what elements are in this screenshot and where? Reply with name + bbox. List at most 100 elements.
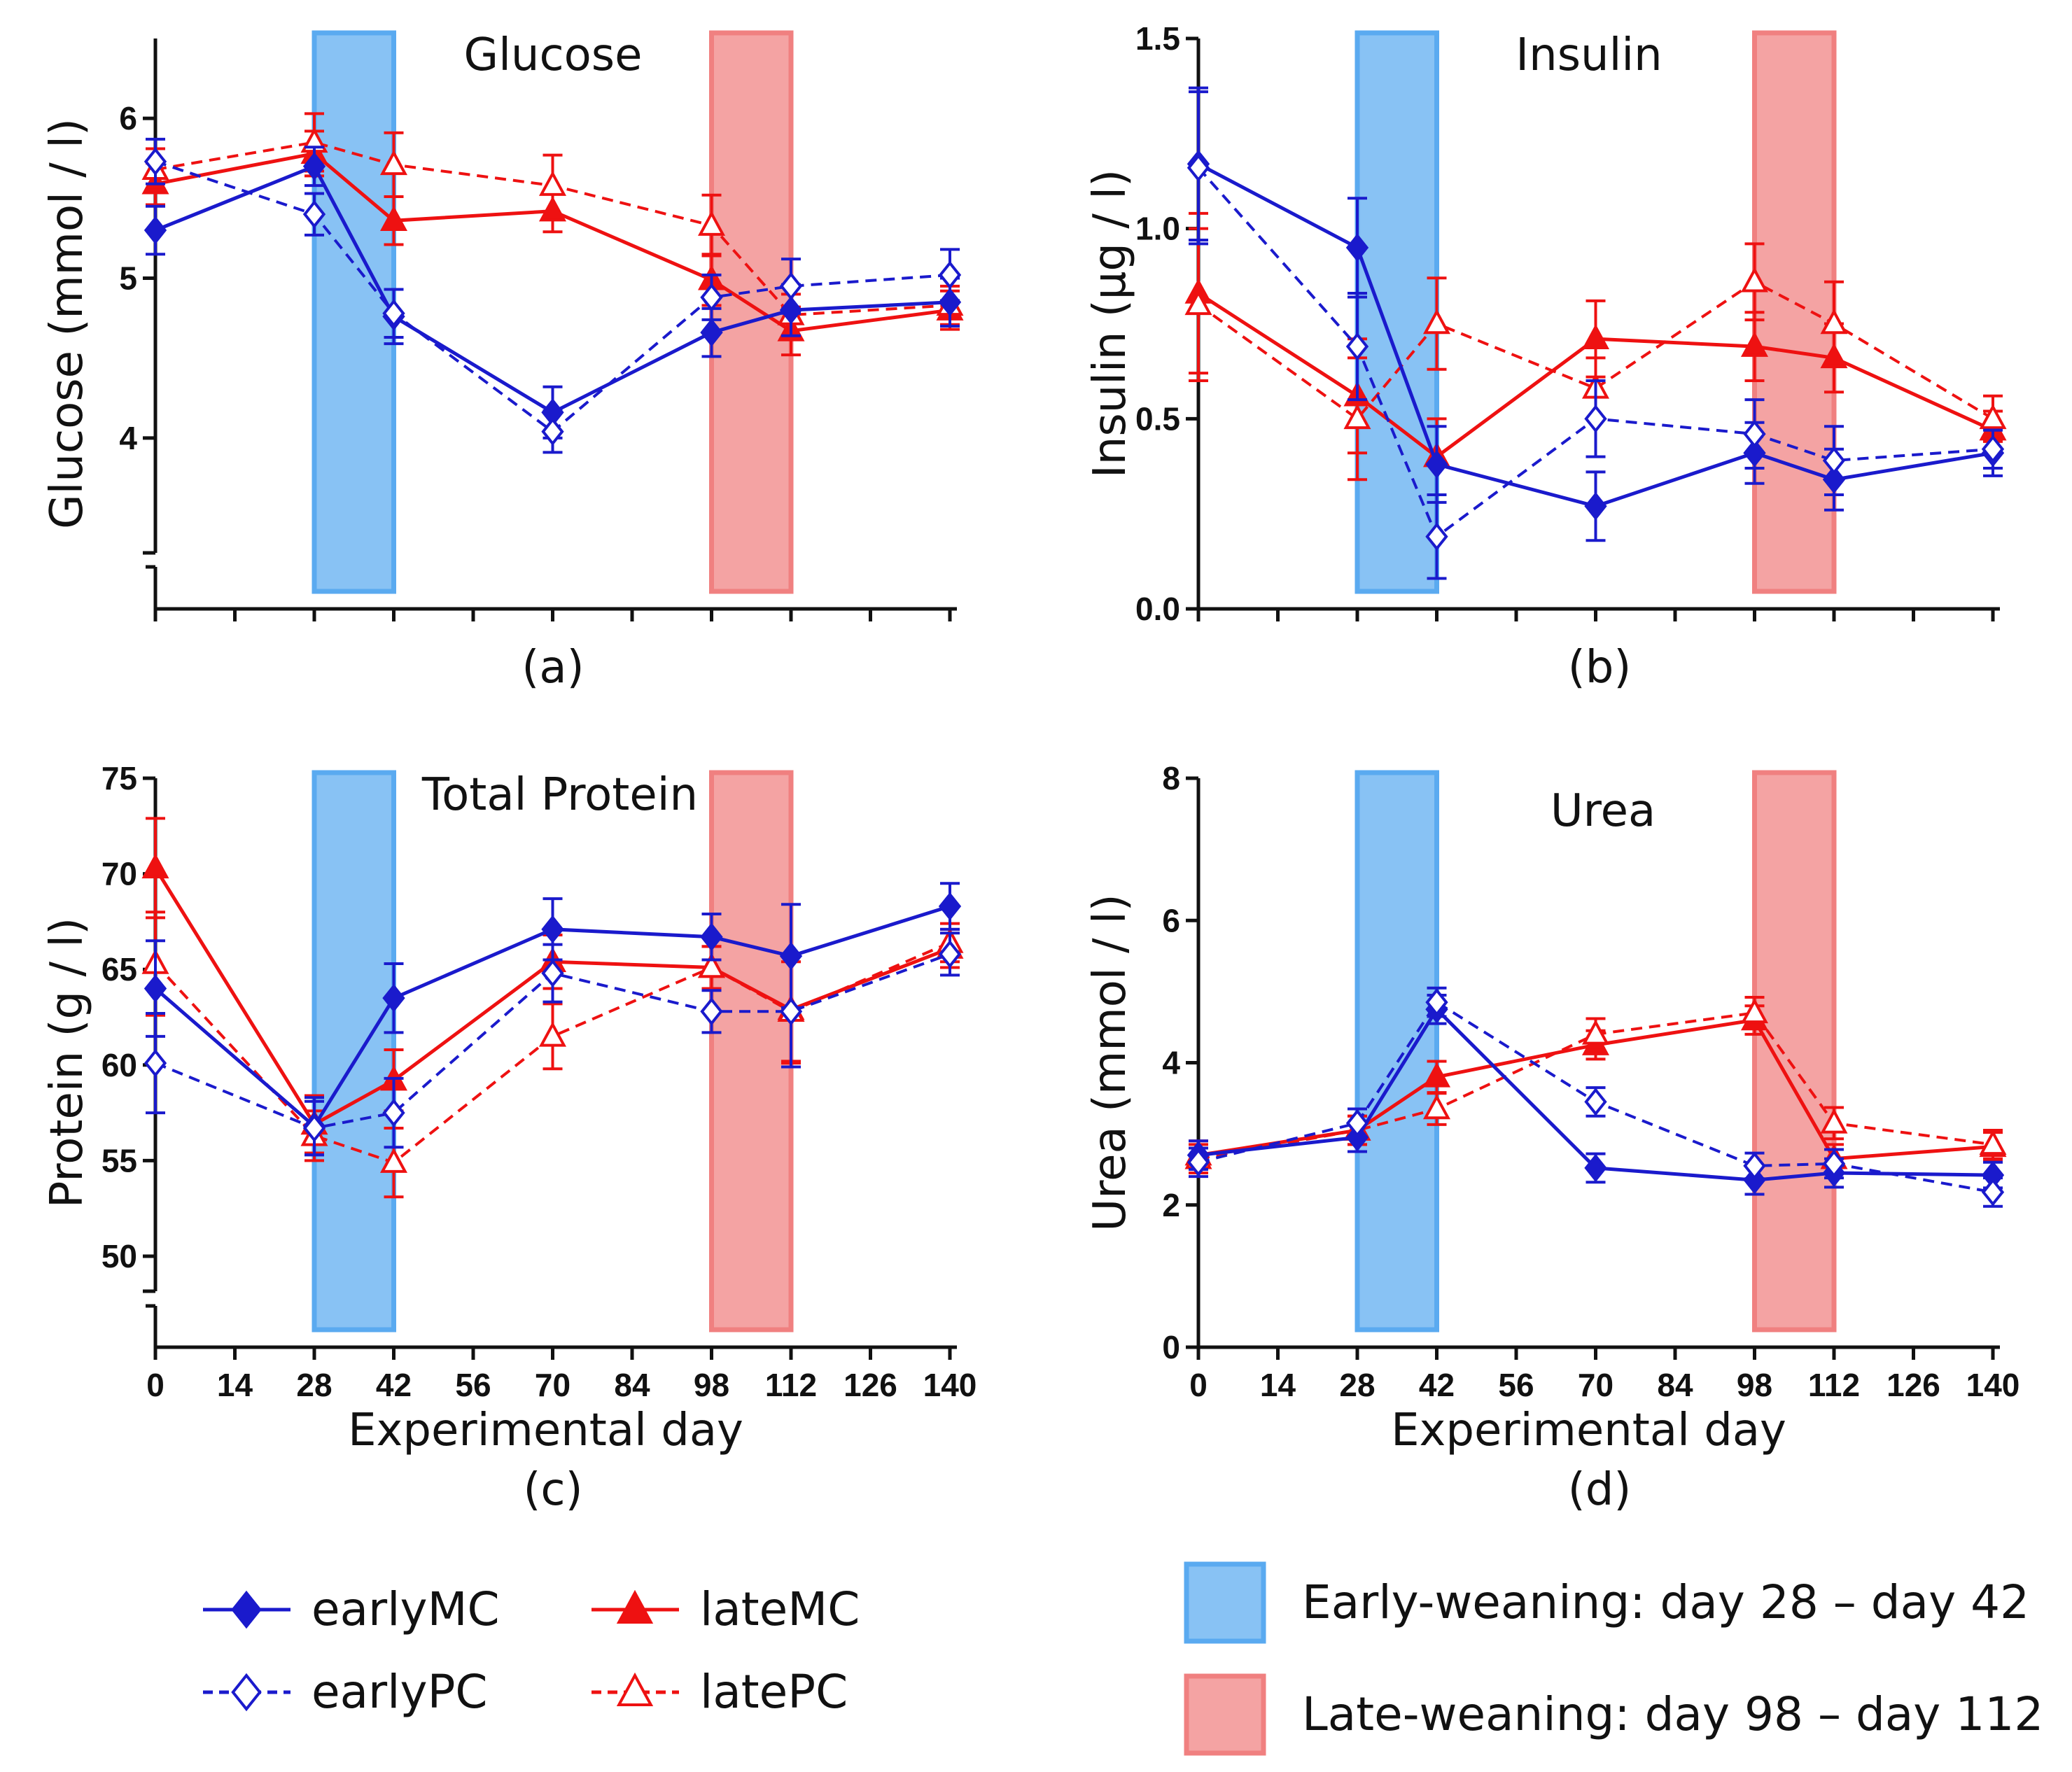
- y-tick-label: 55: [102, 1142, 137, 1179]
- y-tick-label: 1.5: [1135, 20, 1180, 57]
- early-weaning-label: Early-weaning: day 28 – day 42: [1302, 1575, 2029, 1629]
- data-point: [379, 150, 408, 176]
- y-tick-label: 50: [102, 1238, 137, 1274]
- y-tick-label: 0: [1162, 1329, 1180, 1365]
- x-tick-label: 56: [1498, 1367, 1534, 1403]
- data-point: [1740, 331, 1769, 357]
- data-point: [938, 260, 962, 290]
- x-tick-label: 28: [1339, 1367, 1375, 1403]
- data-point: [1345, 332, 1369, 361]
- x-tick-label: 70: [1578, 1367, 1614, 1403]
- legend-sample-latemc: [592, 1589, 679, 1624]
- y-axis-label: Glucose (mmol / l): [41, 118, 93, 529]
- panel-title: Urea: [1550, 785, 1656, 837]
- data-point: [697, 210, 726, 236]
- shading-legend: Early-weaning: day 28 – day 42 Late-wean…: [1184, 1561, 2043, 1756]
- data-point: [1822, 1149, 1846, 1179]
- data-point: [938, 892, 962, 921]
- legend-item-earlymc: earlyMC: [203, 1582, 500, 1636]
- y-tick-label: 2: [1162, 1187, 1180, 1223]
- data-point: [938, 288, 962, 316]
- y-axis-label: Insulin (µg / l): [1084, 169, 1136, 478]
- late-weaning-label: Late-weaning: day 98 – day 112: [1302, 1687, 2043, 1741]
- data-point: [1422, 309, 1451, 335]
- y-axis-label: Protein (g / l): [41, 917, 93, 1208]
- data-point: [538, 170, 567, 196]
- y-tick-label: 65: [102, 951, 137, 987]
- data-point: [1743, 1165, 1766, 1195]
- legend-item-early-weaning: Early-weaning: day 28 – day 42: [1184, 1561, 2029, 1644]
- data-point: [302, 199, 326, 229]
- data-point: [541, 417, 564, 446]
- data-point: [1981, 1178, 2005, 1207]
- data-point: [1581, 324, 1610, 349]
- data-point: [938, 940, 962, 969]
- data-point: [779, 272, 803, 301]
- data-point: [779, 997, 803, 1026]
- data-point: [302, 152, 326, 181]
- data-point: [1743, 419, 1766, 449]
- data-point: [700, 283, 723, 312]
- legend-marker: [231, 1590, 262, 1629]
- data-point: [382, 1098, 405, 1127]
- data-point: [144, 147, 167, 176]
- x-tick-label: 70: [535, 1367, 570, 1403]
- early-weaning-band: [1354, 30, 1439, 594]
- data-point: [541, 915, 564, 944]
- data-point: [1740, 998, 1769, 1024]
- data-point: [1820, 1108, 1848, 1134]
- panel-d: 0 2 4 6 8 0 14 28 42 56 70 84 98 112 126 140 Urea Urea (m…: [1084, 760, 2019, 1516]
- legend-item-earlypc: earlyPC: [203, 1665, 487, 1719]
- x-tick-label: 98: [694, 1367, 729, 1403]
- y-axis-label: Urea (mmol / l): [1084, 894, 1136, 1231]
- x-tick-label: 112: [1808, 1367, 1860, 1403]
- x-tick-label: 112: [765, 1367, 817, 1403]
- legend-item-late-weaning: Late-weaning: day 98 – day 112: [1184, 1673, 2043, 1756]
- x-tick-label: 28: [296, 1367, 332, 1403]
- data-point: [1345, 1109, 1369, 1138]
- y-tick-label: 5: [119, 260, 137, 297]
- y-tick-label: 1.0: [1135, 211, 1180, 247]
- data-point: [144, 216, 167, 245]
- x-tick-label: 42: [1419, 1367, 1455, 1403]
- data-point: [1186, 153, 1210, 182]
- data-point: [1740, 267, 1769, 293]
- data-point: [1979, 1130, 2007, 1155]
- legend-marker: [616, 1589, 654, 1624]
- data-point: [144, 974, 167, 1003]
- y-tick-label: 6: [119, 100, 137, 136]
- data-point: [1584, 1153, 1607, 1183]
- data-point: [379, 206, 408, 232]
- data-point: [1822, 446, 1846, 475]
- early-weaning-band: [1354, 770, 1439, 1332]
- early-weaning-band: [312, 30, 396, 594]
- y-tick-label: 70: [102, 856, 137, 892]
- data-point: [1422, 1094, 1451, 1120]
- data-point: [1584, 492, 1607, 521]
- panel-title: Insulin: [1516, 29, 1662, 81]
- series-earlypc: [144, 931, 962, 1157]
- data-point: [700, 318, 723, 347]
- x-tick-label: 0: [146, 1367, 164, 1403]
- x-axis-label: Experimental day: [348, 1405, 743, 1456]
- x-tick-label: 0: [1189, 1367, 1208, 1403]
- data-point: [1345, 233, 1369, 262]
- x-axis-label: Experimental day: [1391, 1405, 1786, 1456]
- legend-label-latemc: lateMC: [700, 1582, 860, 1636]
- data-point: [302, 1113, 326, 1143]
- panel-label: (c): [523, 1464, 582, 1516]
- data-point: [538, 1021, 567, 1047]
- late-weaning-band: [1752, 30, 1837, 594]
- panel-label: (a): [522, 642, 584, 694]
- x-tick-label: 98: [1737, 1367, 1772, 1403]
- panel-a: 4 5 6 Glucose Glucose (mmol / l) (a): [41, 29, 964, 694]
- data-point: [1425, 522, 1448, 551]
- y-tick-label: 8: [1162, 760, 1180, 796]
- panel-label: (d): [1568, 1464, 1632, 1516]
- y-tick-label: 4: [1162, 1045, 1180, 1081]
- y-tick-label: 75: [102, 760, 137, 796]
- legend-sample-earlymc: [203, 1590, 290, 1629]
- data-point: [1979, 404, 2007, 430]
- legend-marker: [231, 1673, 262, 1712]
